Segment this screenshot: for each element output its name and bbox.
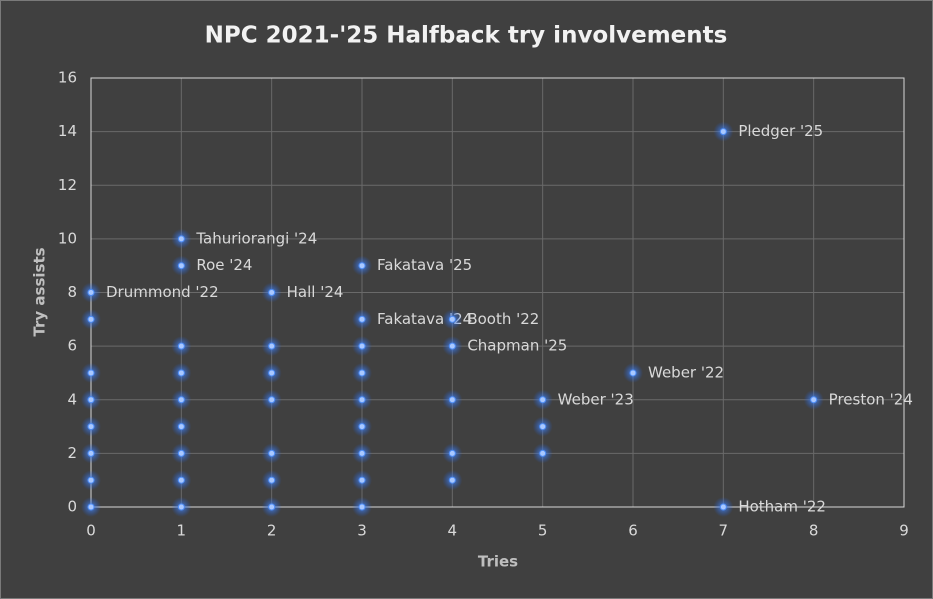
point xyxy=(719,503,727,511)
x-axis-label: Tries xyxy=(478,553,518,571)
point-label: Roe '24 xyxy=(196,256,252,274)
y-axis-label: Try assists xyxy=(31,247,49,336)
point xyxy=(629,369,637,377)
point xyxy=(358,423,366,431)
x-tick-label: 1 xyxy=(177,522,187,540)
point xyxy=(539,449,547,457)
point xyxy=(268,289,276,296)
point xyxy=(177,503,185,511)
point xyxy=(539,423,547,431)
point xyxy=(177,369,185,377)
point xyxy=(177,396,185,404)
point-label: Weber '23 xyxy=(558,390,634,408)
point xyxy=(810,396,818,404)
chart-title: NPC 2021-'25 Halfback try involvements xyxy=(205,23,728,49)
x-tick-label: 4 xyxy=(448,522,458,540)
x-tick-label: 9 xyxy=(899,522,909,540)
point-label: Fakatava '25 xyxy=(377,256,472,274)
point xyxy=(358,369,366,377)
point xyxy=(268,503,276,511)
x-tick-label: 6 xyxy=(628,522,638,540)
x-tick-label: 3 xyxy=(357,522,367,540)
x-tick-label: 7 xyxy=(719,522,729,540)
point xyxy=(719,128,727,136)
point-label: Hall '24 xyxy=(287,283,344,301)
x-tick-label: 8 xyxy=(809,522,819,540)
point xyxy=(87,503,95,511)
y-tick-label: 8 xyxy=(67,283,77,301)
point xyxy=(448,342,456,350)
point-label: Chapman '25 xyxy=(467,337,567,355)
x-tick-label: 2 xyxy=(267,522,277,540)
point xyxy=(268,396,276,404)
y-tick-label: 14 xyxy=(58,122,77,140)
point-label: Tahuriorangi '24 xyxy=(195,229,317,247)
point xyxy=(87,369,95,377)
point xyxy=(358,315,366,323)
point xyxy=(177,235,185,243)
point-label: Preston '24 xyxy=(829,390,913,408)
point xyxy=(358,449,366,457)
point xyxy=(448,476,456,484)
y-tick-label: 2 xyxy=(67,444,77,462)
point xyxy=(268,369,276,377)
point xyxy=(87,423,95,431)
point xyxy=(448,449,456,457)
point xyxy=(539,396,547,404)
point-label: Booth '22 xyxy=(467,310,539,328)
point-label: Drummond '22 xyxy=(106,283,219,301)
x-tick-label: 0 xyxy=(86,522,96,540)
point-label: Hotham '22 xyxy=(738,498,826,516)
y-tick-label: 12 xyxy=(58,176,77,194)
point xyxy=(87,476,95,484)
point xyxy=(268,476,276,484)
point xyxy=(177,423,185,431)
y-tick-label: 6 xyxy=(67,337,77,355)
point-label: Weber '22 xyxy=(648,363,724,381)
point-label: Pledger '25 xyxy=(738,122,823,140)
point xyxy=(268,449,276,457)
point xyxy=(177,476,185,484)
point xyxy=(87,449,95,457)
point xyxy=(87,289,95,296)
point xyxy=(448,315,456,323)
point xyxy=(177,342,185,350)
point xyxy=(448,396,456,404)
y-tick-label: 16 xyxy=(58,69,77,87)
point xyxy=(358,342,366,350)
point xyxy=(87,315,95,323)
point xyxy=(358,262,366,270)
y-tick-label: 0 xyxy=(67,498,77,516)
point xyxy=(358,396,366,404)
y-tick-label: 10 xyxy=(58,229,77,247)
point xyxy=(268,342,276,350)
y-tick-label: 4 xyxy=(67,390,77,408)
point xyxy=(358,503,366,511)
x-tick-label: 5 xyxy=(538,522,548,540)
point xyxy=(177,262,185,270)
point xyxy=(358,476,366,484)
point xyxy=(87,396,95,404)
point xyxy=(177,449,185,457)
